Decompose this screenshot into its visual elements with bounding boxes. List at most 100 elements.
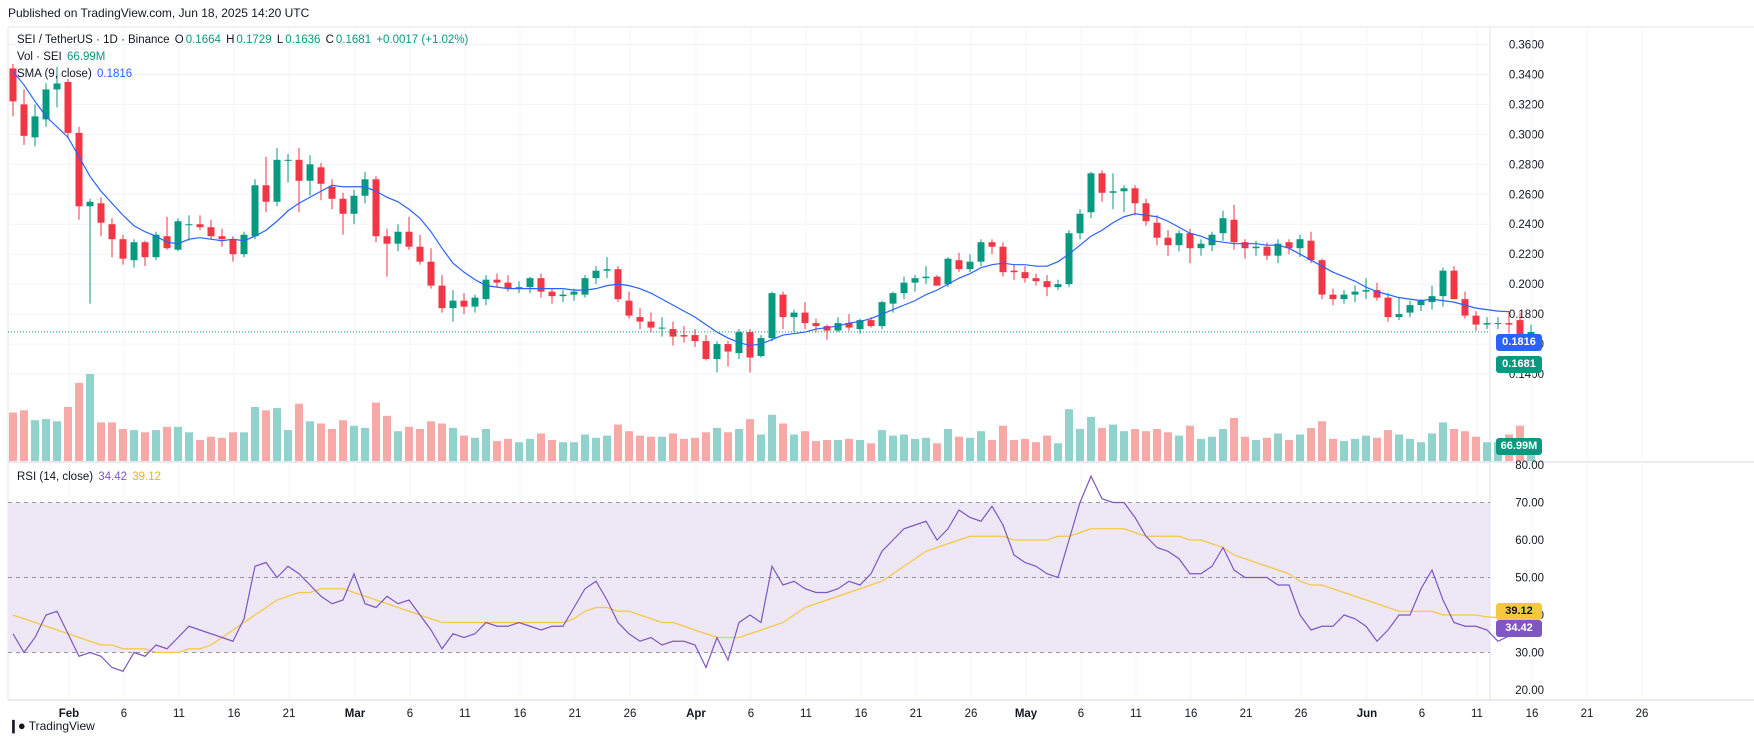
volume-bar	[174, 426, 182, 461]
time-tick-label: Feb	[59, 708, 79, 720]
volume-bar	[1263, 437, 1271, 461]
volume-bar	[42, 419, 50, 461]
candle-body	[1032, 278, 1040, 282]
time-tick-label: Apr	[686, 708, 706, 720]
candle-body	[1373, 290, 1381, 298]
volume-bar	[317, 423, 325, 461]
candle-body	[658, 327, 666, 329]
time-tick-label: 26	[624, 708, 637, 720]
symbol-name: SEI / TetherUS · 1D · Binance	[17, 34, 170, 46]
candle-body	[812, 323, 820, 327]
volume-bar	[383, 415, 391, 461]
candle-body	[988, 242, 996, 247]
price-tick-label: 0.1800	[1509, 309, 1544, 321]
candle-body	[1263, 246, 1271, 256]
candle-body	[537, 278, 545, 292]
volume-bar	[97, 422, 105, 461]
volume-bar	[152, 430, 160, 461]
candle-body	[108, 224, 116, 240]
volume-bar	[394, 431, 402, 461]
time-tick-label: 11	[173, 708, 185, 720]
volume-bar	[746, 419, 754, 461]
volume-bar	[471, 437, 479, 461]
volume-bar	[1373, 437, 1381, 461]
candle-body	[251, 185, 259, 237]
candle-body	[504, 282, 512, 289]
candle-body	[130, 242, 138, 261]
volume-bar	[1032, 442, 1040, 461]
volume-bar	[1021, 438, 1029, 461]
open-value: 0.1664	[185, 34, 221, 46]
candle-body	[1439, 270, 1447, 297]
candle-body	[394, 231, 402, 244]
volume-bar	[603, 435, 611, 461]
volume-bar	[526, 438, 534, 461]
volume-bar	[328, 429, 336, 461]
volume-bar	[1230, 418, 1238, 461]
candle-body	[185, 224, 193, 226]
volume-bar	[988, 440, 996, 461]
volume-bar	[878, 430, 886, 461]
candle-body	[1406, 305, 1414, 313]
candle-body	[1417, 300, 1425, 306]
candle-body	[911, 278, 919, 283]
candle-body	[647, 321, 655, 328]
volume-bar	[812, 441, 820, 461]
volume-bar	[999, 425, 1007, 461]
footer-brand[interactable]: ❙● TradingView	[8, 718, 95, 734]
time-tick-label: 16	[514, 708, 527, 720]
volume-label: Vol · SEI	[17, 51, 62, 63]
volume-bar	[1043, 435, 1051, 461]
candle-body	[328, 186, 336, 199]
time-tick-label: 21	[1581, 708, 1594, 720]
candle-body	[64, 81, 72, 133]
sma-legend: SMA (9, close) 0.1816	[17, 68, 134, 80]
volume-bar	[658, 436, 666, 461]
candle-body	[350, 195, 358, 214]
price-tick-label: 0.3000	[1509, 129, 1544, 141]
rsi-tick-label: 50.00	[1515, 573, 1544, 585]
time-tick-label: 11	[1471, 708, 1483, 720]
high-value: 0.1729	[236, 34, 272, 46]
time-tick-label: 6	[121, 708, 127, 720]
candle-body	[1153, 222, 1161, 238]
volume-bar	[845, 438, 853, 461]
candle-body	[42, 89, 50, 120]
volume-bar	[955, 436, 963, 461]
candle-body	[482, 279, 490, 300]
candle-body	[273, 159, 281, 202]
candle-body	[933, 276, 941, 286]
volume-bar	[1274, 433, 1282, 461]
rsi-ma-line	[12, 528, 1510, 654]
candle-body	[1230, 219, 1238, 243]
candle-body	[702, 341, 710, 360]
volume-bar	[273, 408, 281, 461]
time-tick-label: 11	[459, 708, 471, 720]
time-tick-label: Mar	[345, 708, 366, 720]
volume-bar	[1164, 432, 1172, 461]
candle-body	[119, 239, 127, 259]
volume-bar	[284, 430, 292, 461]
volume-bar	[1175, 435, 1183, 461]
candle-body	[262, 185, 270, 202]
volume-bar	[625, 431, 633, 461]
volume-bar	[1142, 431, 1150, 461]
price-tick-label: 0.2400	[1509, 219, 1544, 231]
candle-body	[1351, 291, 1359, 295]
volume-bar	[691, 437, 699, 461]
volume-bar	[1318, 421, 1326, 461]
candle-body	[790, 312, 798, 318]
volume-bar	[1241, 436, 1249, 461]
volume-bar	[1406, 438, 1414, 461]
candle-body	[1318, 260, 1326, 295]
volume-bar	[669, 433, 677, 461]
candle-body	[1384, 297, 1392, 318]
volume-bar	[735, 429, 743, 461]
rsi-tag: 34.42	[1496, 620, 1542, 637]
price-tick-label: 0.2000	[1509, 279, 1544, 291]
brand-name: TradingView	[28, 719, 95, 733]
candle-body	[713, 344, 721, 360]
candle-body	[559, 294, 567, 297]
volume-bar	[592, 437, 600, 461]
